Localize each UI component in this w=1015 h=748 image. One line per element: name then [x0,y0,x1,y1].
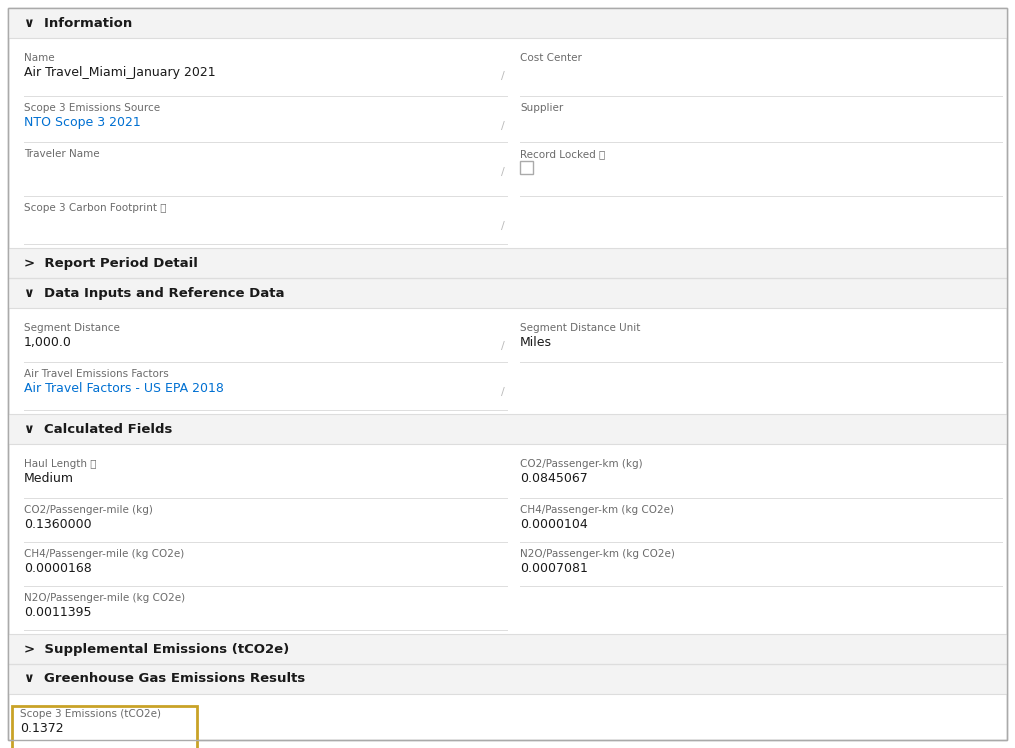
Text: Traveler Name: Traveler Name [24,149,99,159]
Text: NTO Scope 3 2021: NTO Scope 3 2021 [24,115,141,129]
Text: >  Report Period Detail: > Report Period Detail [24,257,198,269]
Text: 0.0011395: 0.0011395 [24,605,91,619]
Text: CH4/Passenger-mile (kg CO2e): CH4/Passenger-mile (kg CO2e) [24,549,185,559]
Bar [8,664,1007,694]
Text: Segment Distance: Segment Distance [24,323,120,333]
Text: 1,000.0: 1,000.0 [24,336,72,349]
Text: Cost Center: Cost Center [520,53,582,63]
Bar [8,8,1007,38]
Text: Scope 3 Carbon Footprint ⓘ: Scope 3 Carbon Footprint ⓘ [24,203,166,213]
Text: Supplier: Supplier [520,103,563,113]
Text: Miles: Miles [520,336,552,349]
Text: Haul Length ⓘ: Haul Length ⓘ [24,459,96,469]
Text: CO2/Passenger-km (kg): CO2/Passenger-km (kg) [520,459,642,469]
Text: ∨  Calculated Fields: ∨ Calculated Fields [24,423,173,435]
Text: ∨  Data Inputs and Reference Data: ∨ Data Inputs and Reference Data [24,286,284,299]
Text: ∕: ∕ [501,341,505,351]
Text: N2O/Passenger-mile (kg CO2e): N2O/Passenger-mile (kg CO2e) [24,593,185,603]
Bar [520,161,533,174]
Text: >  Supplemental Emissions (tCO2e): > Supplemental Emissions (tCO2e) [24,643,289,655]
Bar [8,248,1007,278]
Text: CO2/Passenger-mile (kg): CO2/Passenger-mile (kg) [24,505,153,515]
Text: 0.0000168: 0.0000168 [24,562,91,574]
Text: N2O/Passenger-km (kg CO2e): N2O/Passenger-km (kg CO2e) [520,549,675,559]
Text: Air Travel_Miami_January 2021: Air Travel_Miami_January 2021 [24,66,215,79]
Text: ∕: ∕ [501,71,505,81]
Text: Air Travel Emissions Factors: Air Travel Emissions Factors [24,369,168,379]
Bar [8,414,1007,444]
Text: Name: Name [24,53,55,63]
Text: Medium: Medium [24,471,74,485]
Text: 0.0000104: 0.0000104 [520,518,588,530]
Text: ∨  Information: ∨ Information [24,16,132,29]
Text: Segment Distance Unit: Segment Distance Unit [520,323,640,333]
Text: ∨  Greenhouse Gas Emissions Results: ∨ Greenhouse Gas Emissions Results [24,672,306,685]
Text: CH4/Passenger-km (kg CO2e): CH4/Passenger-km (kg CO2e) [520,505,674,515]
Text: 0.1360000: 0.1360000 [24,518,91,530]
Text: ∕: ∕ [501,121,505,131]
Text: 0.1372: 0.1372 [20,722,64,735]
Text: 0.0845067: 0.0845067 [520,471,588,485]
Text: Air Travel Factors - US EPA 2018: Air Travel Factors - US EPA 2018 [24,381,224,394]
Text: ∕: ∕ [501,221,505,231]
Text: Scope 3 Emissions Source: Scope 3 Emissions Source [24,103,160,113]
Bar [8,634,1007,664]
Bar [12,706,197,748]
Text: Record Locked ⓘ: Record Locked ⓘ [520,149,605,159]
Text: Scope 3 Emissions (tCO2e): Scope 3 Emissions (tCO2e) [20,709,161,719]
Text: ∕: ∕ [501,387,505,397]
Text: 0.0007081: 0.0007081 [520,562,588,574]
Bar [8,278,1007,308]
Text: ∕: ∕ [501,167,505,177]
